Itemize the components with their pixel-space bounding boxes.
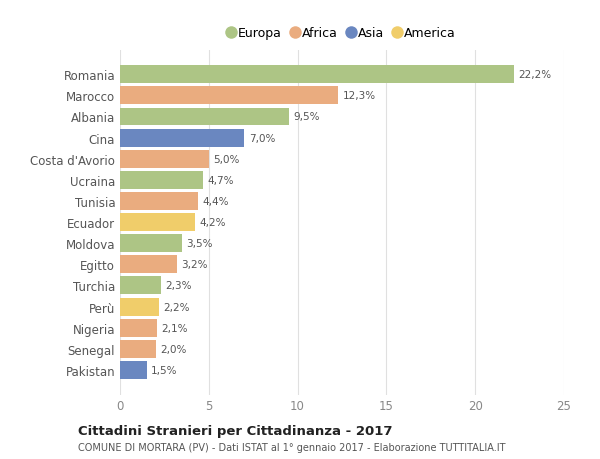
Bar [120,66,514,84]
Text: 4,7%: 4,7% [208,175,235,185]
Text: 5,0%: 5,0% [213,154,239,164]
Bar [120,256,177,274]
Bar [120,361,146,379]
Text: 3,2%: 3,2% [181,260,208,270]
Bar [120,340,155,358]
Text: 12,3%: 12,3% [343,91,376,101]
Text: COMUNE DI MORTARA (PV) - Dati ISTAT al 1° gennaio 2017 - Elaborazione TUTTITALIA: COMUNE DI MORTARA (PV) - Dati ISTAT al 1… [78,442,505,452]
Bar [120,319,157,337]
Bar [120,87,338,105]
Bar [120,213,194,232]
Text: 2,3%: 2,3% [165,281,192,291]
Text: 4,2%: 4,2% [199,218,226,228]
Text: 3,5%: 3,5% [187,239,213,249]
Text: 2,0%: 2,0% [160,344,187,354]
Legend: Europa, Africa, Asia, America: Europa, Africa, Asia, America [223,22,461,45]
Text: 2,2%: 2,2% [164,302,190,312]
Text: 1,5%: 1,5% [151,365,178,375]
Bar [120,193,198,211]
Text: 9,5%: 9,5% [293,112,320,122]
Bar [120,129,244,147]
Bar [120,151,209,168]
Text: Cittadini Stranieri per Cittadinanza - 2017: Cittadini Stranieri per Cittadinanza - 2… [78,424,392,437]
Text: 7,0%: 7,0% [249,133,275,143]
Bar [120,108,289,126]
Text: 22,2%: 22,2% [519,70,552,80]
Text: 4,4%: 4,4% [203,196,229,207]
Bar [120,235,182,252]
Bar [120,298,159,316]
Bar [120,172,203,190]
Bar [120,277,161,295]
Text: 2,1%: 2,1% [162,323,188,333]
